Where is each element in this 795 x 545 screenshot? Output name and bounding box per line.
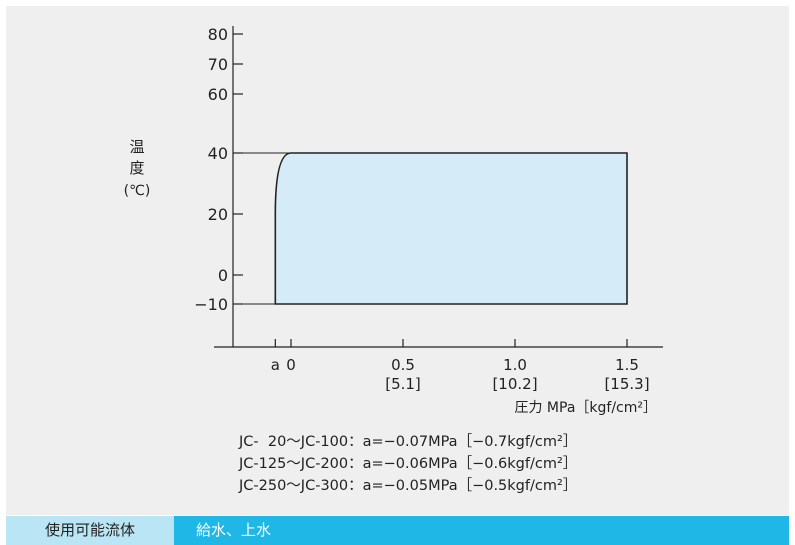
note-line-3: JC-250〜JC-300：a=−0.05MPa［−0.5kgf/cm²］ — [239, 478, 578, 494]
y-axis-unit: (℃) — [124, 183, 151, 199]
x-tick-label-3: 1.0 — [503, 356, 527, 374]
x-axis-title: 圧力 MPa［kgf/cm²］ — [514, 400, 657, 416]
y-tick-label-2: 60 — [208, 85, 228, 104]
x-tick-sublabel-3: [10.2] — [492, 375, 537, 393]
x-tick-label-4: 1.5 — [615, 356, 639, 374]
y-tick-label-5: 0 — [218, 266, 228, 285]
y-axis-title-char-1: 度 — [129, 159, 144, 177]
y-tick-label-0: 80 — [208, 25, 228, 44]
y-tick-label-3: 40 — [208, 144, 228, 163]
chart-panel: 80 70 60 40 20 0 −10 a 0 0.5 [5.1] 1.0 [10.2] 1.5 [15.… — [6, 6, 789, 515]
y-tick-label-4: 20 — [208, 205, 228, 224]
y-axis-title-char-0: 温 — [129, 138, 144, 156]
fluid-label: 使用可能流体 — [6, 516, 174, 545]
y-tick-label-6: −10 — [194, 295, 228, 314]
x-tick-label-1: 0 — [286, 356, 296, 374]
x-tick-label-0: a — [271, 356, 280, 374]
operating-region — [274, 152, 628, 305]
fluid-bar: 使用可能流体 給水、上水 — [6, 516, 789, 545]
note-line-1: JC- 20〜JC-100：a=−0.07MPa［−0.7kgf/cm²］ — [239, 434, 578, 450]
note-line-2: JC-125〜JC-200：a=−0.06MPa［−0.6kgf/cm²］ — [239, 456, 578, 472]
x-tick-sublabel-2: [5.1] — [385, 375, 421, 393]
x-tick-label-2: 0.5 — [391, 356, 415, 374]
y-tick-label-1: 70 — [208, 55, 228, 74]
x-tick-sublabel-4: [15.3] — [604, 375, 649, 393]
fluid-value: 給水、上水 — [196, 521, 272, 539]
